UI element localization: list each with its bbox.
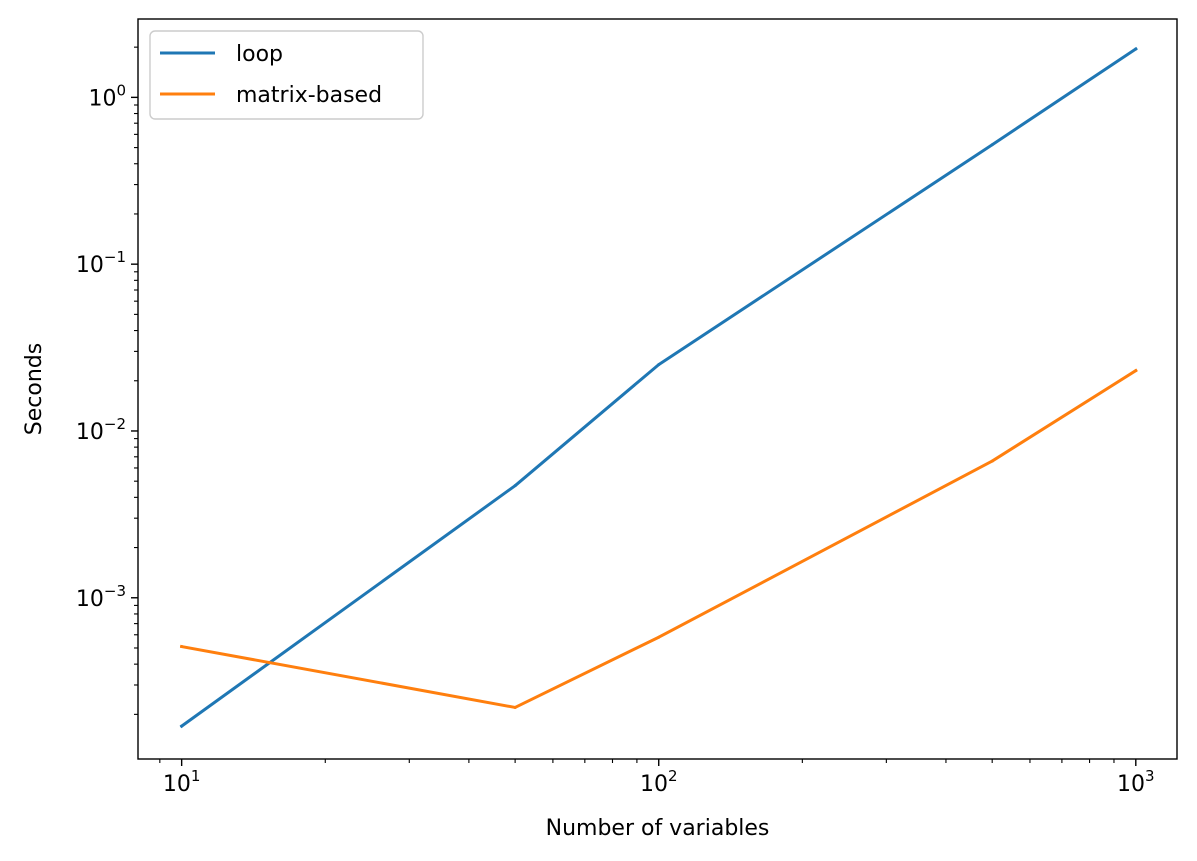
y-tick-label: 10−2 bbox=[76, 415, 126, 445]
tick-labels: 101 102 103 10−3 10−2 10−1 100 bbox=[76, 81, 1155, 797]
data-point-matrix-based bbox=[990, 459, 994, 463]
data-point-matrix-based bbox=[180, 645, 184, 649]
y-tick-label: 10−1 bbox=[76, 248, 126, 278]
legend-label-loop: loop bbox=[236, 42, 283, 67]
x-tick-label: 102 bbox=[640, 767, 678, 797]
series-line-matrix-based bbox=[179, 368, 1138, 709]
data-point-matrix-based bbox=[657, 635, 661, 639]
data-point-matrix-based bbox=[513, 705, 517, 709]
legend-label-matrix-based: matrix-based bbox=[236, 83, 382, 108]
y-axis-label: Seconds bbox=[22, 343, 47, 435]
x-tick-label: 103 bbox=[1117, 767, 1155, 797]
series-lines bbox=[179, 46, 1138, 729]
data-point-loop bbox=[990, 143, 994, 147]
data-point-loop bbox=[1134, 47, 1138, 51]
data-point-matrix-based bbox=[1134, 369, 1138, 373]
y-tick-label: 10−3 bbox=[76, 582, 126, 612]
legend: loop matrix-based bbox=[149, 30, 424, 120]
legend-box bbox=[149, 30, 424, 120]
tick-marks bbox=[131, 46, 1137, 766]
plot-area-frame bbox=[137, 18, 1178, 760]
data-point-loop bbox=[657, 363, 661, 367]
x-axis-label: Number of variables bbox=[546, 816, 770, 841]
y-tick-label: 100 bbox=[88, 81, 126, 111]
data-point-loop bbox=[180, 724, 184, 728]
data-point-loop bbox=[513, 484, 517, 488]
series-line-loop bbox=[179, 46, 1138, 729]
x-tick-label: 101 bbox=[163, 767, 201, 797]
